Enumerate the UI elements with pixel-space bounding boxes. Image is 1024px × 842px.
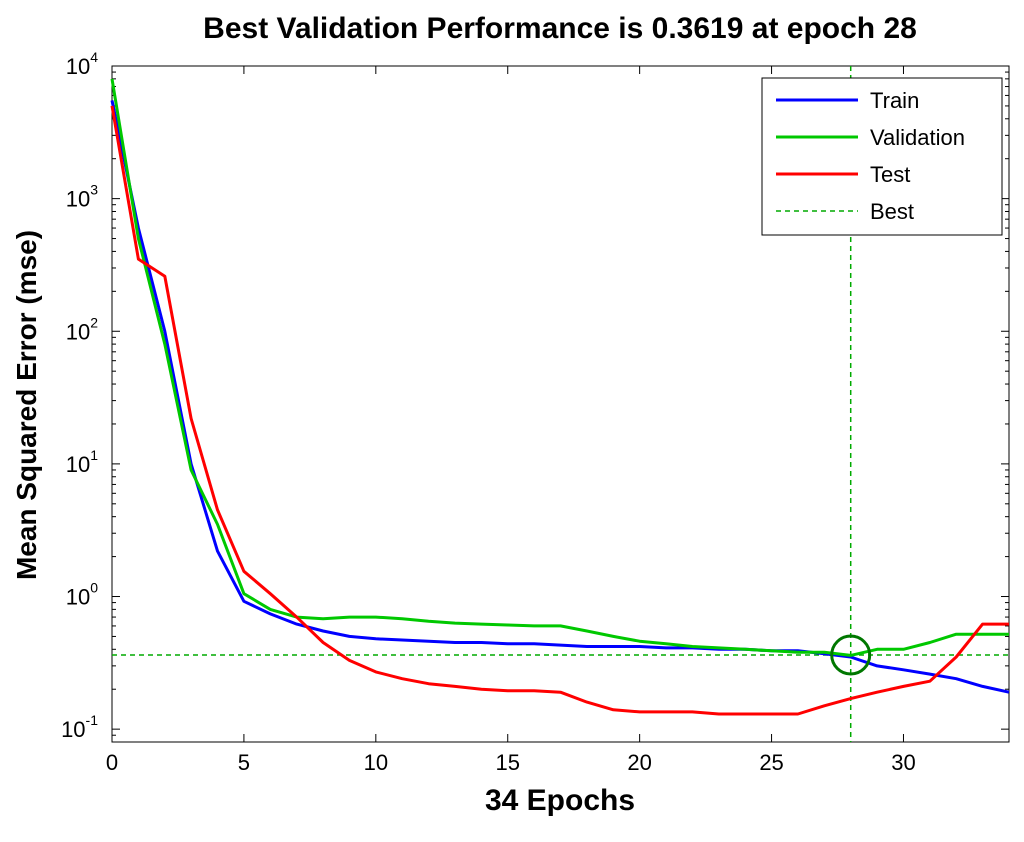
- x-tick-label: 5: [238, 750, 250, 775]
- legend-label-test: Test: [870, 162, 910, 187]
- series-line-train: [110, 100, 1010, 694]
- legend-label-validation: Validation: [870, 125, 965, 150]
- y-tick-label: 10-1: [61, 712, 98, 742]
- y-tick-label: 100: [66, 580, 98, 610]
- legend-label-train: Train: [870, 88, 919, 113]
- x-tick-label: 0: [106, 750, 118, 775]
- legend-label-best: Best: [870, 199, 914, 224]
- legend: Train Validation Test Best: [761, 77, 1003, 236]
- chart-title: Best Validation Performance is 0.3619 at…: [203, 12, 917, 45]
- best-point-marker: [830, 634, 872, 676]
- y-tick-label: 103: [66, 182, 98, 212]
- series-line-test: [110, 105, 1009, 716]
- y-tick-label: 101: [66, 447, 98, 477]
- x-tick-label: 10: [364, 750, 388, 775]
- y-tick-label: 104: [66, 49, 98, 79]
- x-axis-label: 34 Epochs: [485, 784, 635, 817]
- y-axis-label: Mean Squared Error (mse): [11, 230, 42, 580]
- x-tick-label: 30: [891, 750, 915, 775]
- x-tick-label: 20: [627, 750, 651, 775]
- y-tick-label: 102: [66, 314, 98, 344]
- x-tick-label: 25: [759, 750, 783, 775]
- legend-box: [761, 77, 1003, 236]
- x-tick-label: 15: [495, 750, 519, 775]
- series-line-validation: [110, 78, 1009, 657]
